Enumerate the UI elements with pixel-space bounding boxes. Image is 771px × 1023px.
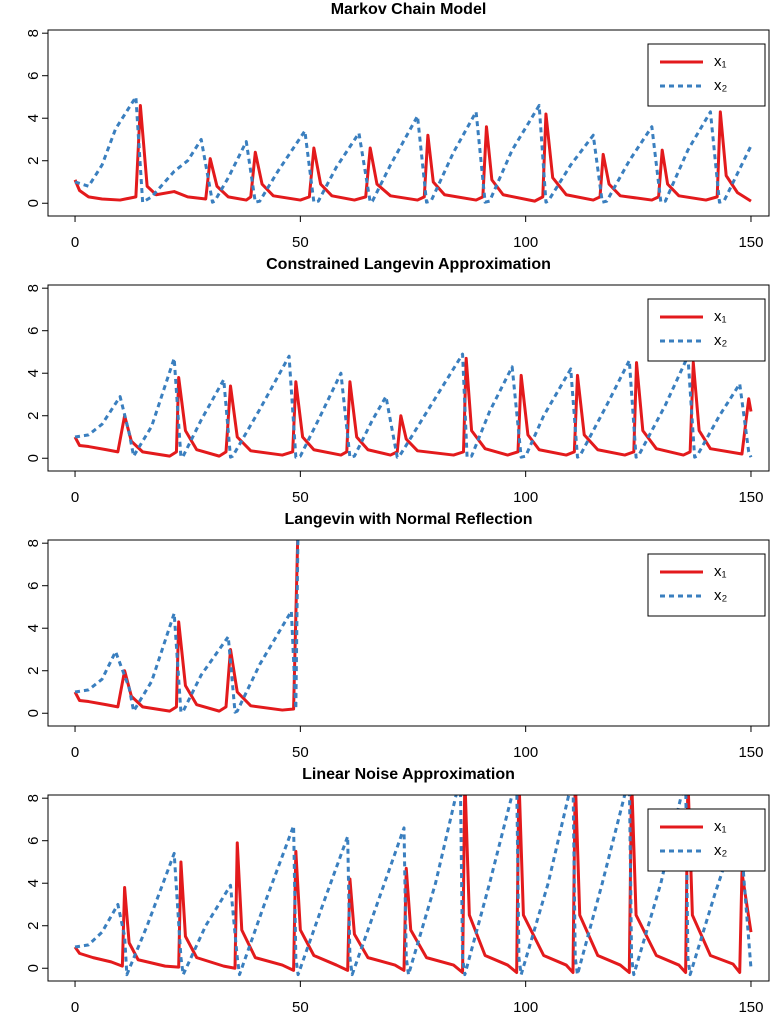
series-line (73, 103, 752, 203)
chart-title: Langevin with Normal Reflection (284, 511, 532, 528)
series-line (73, 795, 753, 974)
legend-label: x₁ (714, 53, 727, 70)
y-tick-label: 4 (25, 114, 42, 122)
legend-label: x₁ (714, 308, 727, 325)
legend-box (647, 43, 766, 107)
series-line (74, 795, 753, 977)
panel: Langevin with Normal Reflection 0 2 4 6 8 0 50 1… (25, 511, 770, 761)
panel: Linear Noise Approximation 0 2 4 6 8 0 50 100 150… (25, 766, 770, 1016)
y-tick-label: 2 (25, 667, 42, 675)
legend-box (647, 808, 766, 872)
chart-title: Linear Noise Approximation (302, 766, 515, 783)
y-tick-label: 4 (25, 879, 42, 887)
x-tick-label: 100 (513, 489, 538, 506)
panel: Constrained Langevin Approximation 0 2 4 6 8 0… (25, 256, 770, 506)
legend-label: x₁ (714, 563, 727, 580)
legend-box (647, 298, 766, 362)
plot-area (73, 352, 753, 459)
y-tick-label: 8 (25, 539, 42, 547)
legend-label: x₁ (714, 818, 727, 835)
y-tick-label: 2 (25, 922, 42, 930)
plot-frame (47, 284, 770, 472)
y-tick-label: 8 (25, 284, 42, 292)
series-line (74, 540, 300, 714)
x-tick-label: 50 (292, 744, 309, 761)
x-tick-label: 0 (71, 234, 79, 251)
y-tick-label: 6 (25, 72, 42, 80)
legend-label: x₂ (714, 332, 728, 349)
plot-frame (47, 539, 770, 727)
series-line (73, 356, 753, 458)
y-tick-label: 8 (25, 794, 42, 802)
legend-label: x₂ (714, 587, 728, 604)
series-line (73, 540, 300, 713)
y-tick-label: 2 (25, 157, 42, 165)
y-tick-label: 8 (25, 29, 42, 37)
legend-box (647, 553, 766, 617)
y-tick-label: 0 (25, 964, 42, 972)
plot-frame (47, 29, 770, 217)
x-tick-label: 0 (71, 999, 79, 1016)
y-tick-label: 0 (25, 454, 42, 462)
x-tick-label: 50 (292, 489, 309, 506)
x-tick-label: 100 (513, 999, 538, 1016)
x-tick-label: 150 (738, 999, 763, 1016)
series-line (74, 352, 753, 459)
y-tick-label: 6 (25, 327, 42, 335)
plot-frame (47, 794, 770, 982)
x-tick-label: 0 (71, 744, 79, 761)
legend: x₁ x₂ (647, 43, 766, 107)
x-tick-label: 50 (292, 999, 309, 1016)
plot-area (73, 795, 753, 977)
y-tick-label: 2 (25, 412, 42, 420)
chart-title: Constrained Langevin Approximation (266, 256, 551, 273)
x-tick-label: 50 (292, 234, 309, 251)
plot-area (73, 540, 300, 714)
chart-title: Markov Chain Model (331, 1, 487, 18)
legend: x₁ x₂ (647, 553, 766, 617)
series-line (74, 95, 753, 204)
y-tick-label: 6 (25, 582, 42, 590)
plot-area (73, 95, 753, 204)
y-tick-label: 0 (25, 199, 42, 207)
x-tick-label: 0 (71, 489, 79, 506)
legend: x₁ x₂ (647, 808, 766, 872)
legend-label: x₂ (714, 842, 728, 859)
x-tick-label: 100 (513, 744, 538, 761)
legend: x₁ x₂ (647, 298, 766, 362)
y-tick-label: 0 (25, 709, 42, 717)
legend-label: x₂ (714, 77, 728, 94)
panel: Markov Chain Model 0 2 4 6 8 0 50 100 150 x₁ x₂ (25, 1, 770, 251)
x-tick-label: 150 (738, 489, 763, 506)
y-tick-label: 4 (25, 624, 42, 632)
y-tick-label: 4 (25, 369, 42, 377)
x-tick-label: 150 (738, 234, 763, 251)
x-tick-label: 150 (738, 744, 763, 761)
y-tick-label: 6 (25, 837, 42, 845)
x-tick-label: 100 (513, 234, 538, 251)
